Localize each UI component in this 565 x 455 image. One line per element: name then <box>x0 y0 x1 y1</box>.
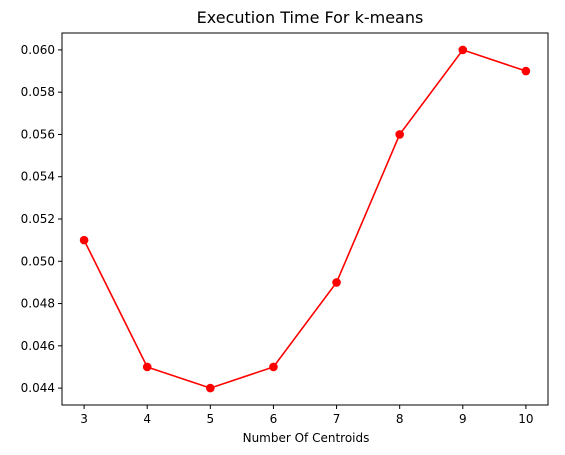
x-tick-label: 5 <box>207 412 215 426</box>
y-tick-label: 0.056 <box>21 127 55 141</box>
data-point <box>79 235 89 245</box>
data-point <box>269 362 278 372</box>
series-line <box>83 48 527 389</box>
chart-title: Execution Time For k-means <box>197 8 424 27</box>
x-tick-label: 9 <box>459 412 467 426</box>
y-tick-label: 0.048 <box>21 297 55 311</box>
data-point <box>458 45 468 55</box>
y-tick-label: 0.044 <box>21 381 55 395</box>
x-tick-label: 3 <box>80 412 88 426</box>
data-point <box>521 66 531 76</box>
x-tick-label: 4 <box>143 412 151 426</box>
x-axis: 3 4 5 6 7 8 9 10 <box>80 405 534 426</box>
y-tick-label: 0.060 <box>21 43 55 57</box>
x-tick-label: 7 <box>333 412 341 426</box>
y-axis: 0.044 0.046 0.048 0.050 0.052 0.054 0.056 0.058… <box>21 43 62 395</box>
series-layer <box>79 45 531 393</box>
plot-area <box>61 32 549 406</box>
x-tick-label: 6 <box>270 412 278 426</box>
y-tick-label: 0.050 <box>21 254 55 268</box>
y-tick-label: 0.054 <box>21 170 55 184</box>
x-axis-label: Number Of Centroids <box>243 431 370 445</box>
y-tick-label: 0.052 <box>21 212 55 226</box>
x-tick-label: 10 <box>518 412 533 426</box>
data-point <box>142 362 152 372</box>
x-tick-label: 8 <box>396 412 404 426</box>
data-point <box>206 383 215 393</box>
data-point <box>332 278 341 287</box>
y-tick-label: 0.046 <box>21 339 55 353</box>
y-tick-label: 0.058 <box>21 85 55 99</box>
data-point <box>395 130 404 139</box>
